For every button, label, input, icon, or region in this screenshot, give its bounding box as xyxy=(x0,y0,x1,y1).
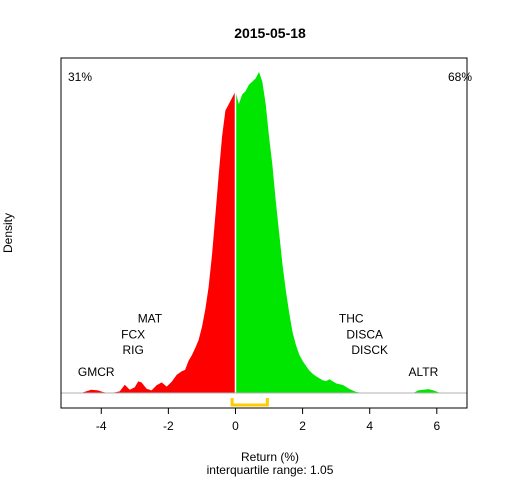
x-tick-label: 2 xyxy=(299,419,306,433)
annotation-disck: DISCK xyxy=(351,343,388,357)
x-tick-label: 6 xyxy=(433,419,440,433)
annotation-disca: DISCA xyxy=(346,327,383,341)
ticker-annotations: GMCR RIG FCX MAT THC DISCA DISCK ALTR xyxy=(78,311,439,379)
annotation-rig: RIG xyxy=(122,343,143,357)
negative-density-area xyxy=(64,91,236,394)
iqr-bracket-path xyxy=(230,398,269,407)
chart-title: 2015-05-18 xyxy=(234,25,306,41)
density-area xyxy=(61,72,467,394)
annotation-fcx: FCX xyxy=(121,327,145,341)
annotation-gmcr: GMCR xyxy=(78,365,115,379)
interquartile-range-label: interquartile range: 1.05 xyxy=(207,463,334,477)
interquartile-bracket xyxy=(230,398,269,407)
annotation-altr: ALTR xyxy=(408,365,438,379)
annotation-mat: MAT xyxy=(138,311,163,325)
x-tick-label: 4 xyxy=(366,419,373,433)
x-tick-label: 0 xyxy=(232,419,239,433)
x-axis-label: Return (%) xyxy=(241,450,299,464)
negative-share-label: 31% xyxy=(68,70,92,84)
positive-share-label: 68% xyxy=(448,70,472,84)
annotation-thc: THC xyxy=(339,311,364,325)
x-tick-label: -4 xyxy=(96,419,107,433)
x-axis: -4 -2 0 2 4 6 xyxy=(61,407,467,433)
y-axis-label: Density xyxy=(1,213,15,253)
positive-density-area xyxy=(235,72,457,393)
x-tick-label: -2 xyxy=(163,419,174,433)
